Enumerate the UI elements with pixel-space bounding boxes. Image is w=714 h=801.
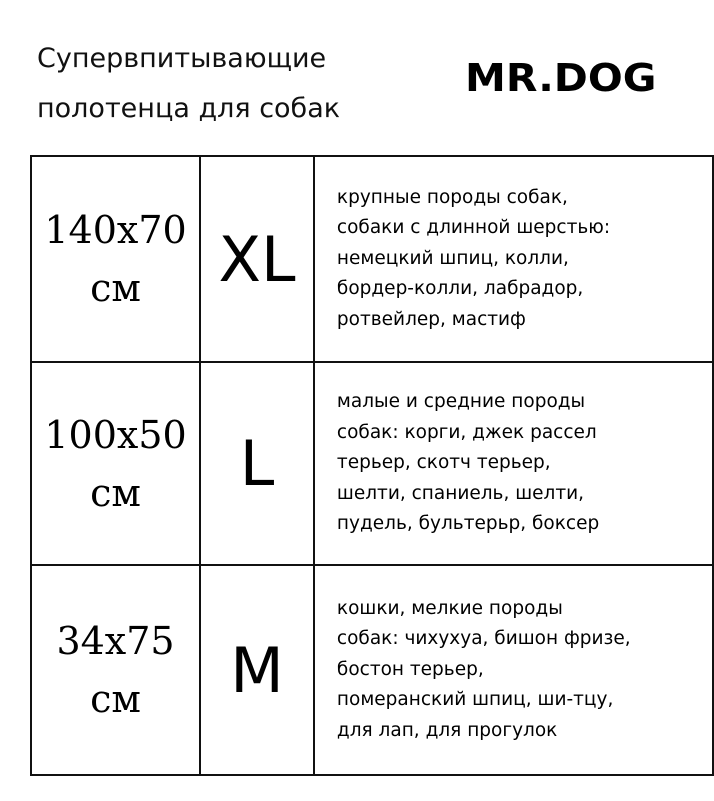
size-value: 100x50 [44,412,187,457]
description-line: малые и средние породы [336,391,586,413]
description-line: собак: чихухуа, бишон фризе, [336,628,631,650]
description-line: ротвейлер, мастиф [336,308,526,330]
size-label: M [199,564,315,776]
breed-description: крупные породы собак, собаки с длинной ш… [312,155,714,363]
size-unit: см [90,266,141,310]
description-line: крупные породы собак, [336,186,568,208]
size-cell: 34x75 см [29,564,202,776]
brand-logo: MR.DOG [465,56,657,100]
description-line: терьер, скотч терьер, [336,452,551,474]
size-label: L [199,361,315,566]
size-table: 140x70 см XL крупные породы собак, собаки… [29,155,714,776]
size-cell: 140x70 см [29,155,202,363]
breed-description: кошки, мелкие породы собак: чихухуа, биш… [312,564,714,776]
title-line: полотенца для собак [37,93,341,124]
description-line: кошки, мелкие породы [336,597,563,619]
breed-description: малые и средние породы собак: корги, дже… [312,361,714,566]
size-value: 140x70 [44,208,187,252]
description-line: собак: корги, джек рассел [336,421,597,443]
table-row: 100x50 см L малые и средние породы собак:… [29,361,714,566]
description-line: померанский шпиц, ши-тцу, [336,689,614,711]
size-cell: 100x50 см [29,361,202,566]
description-line: шелти, спаниель, шелти, [336,482,585,504]
table-row: 34x75 см M кошки, мелкие породы собак: чи… [29,564,714,776]
description-line: для лап, для прогулок [336,719,558,741]
size-label: XL [199,155,315,363]
description-line: собаки с длинной шерстью: [336,217,611,239]
size-unit: см [90,677,141,721]
size-value: 34x75 [56,619,175,663]
description-line: пудель, бультерьр, боксер [336,513,600,535]
description-line: бостон терьер, [336,658,484,680]
description-line: бордер-колли, лабрадор, [336,278,584,300]
page-title: Супервпитывающие полотенца для собак [37,34,340,134]
description-line: немецкий шпиц, колли, [336,247,569,269]
table-row: 140x70 см XL крупные породы собак, собаки… [29,155,714,363]
title-line: Супервпитывающие [37,43,327,74]
size-unit: см [90,470,141,515]
